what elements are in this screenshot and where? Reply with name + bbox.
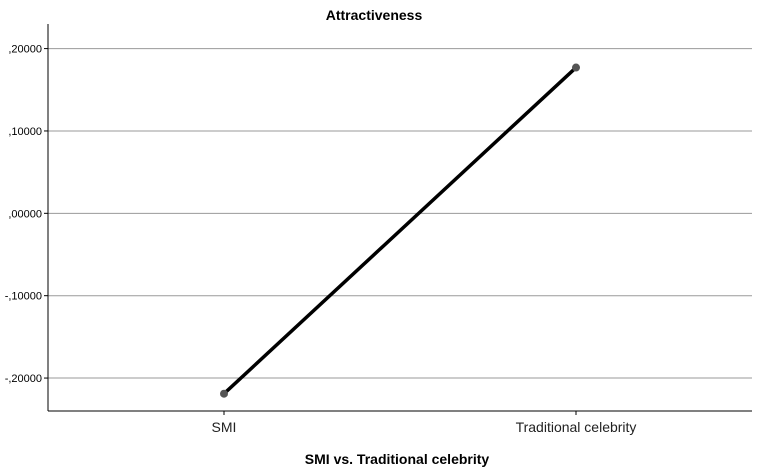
chart-title: Attractiveness	[326, 7, 423, 23]
x-category-label: Traditional celebrity	[516, 419, 637, 435]
series	[220, 63, 580, 398]
x-axis-label: SMI vs. Traditional celebrity	[305, 451, 490, 467]
y-tick-label: ,00000	[8, 208, 42, 220]
x-category-labels: SMI Traditional celebrity	[212, 419, 637, 435]
gridlines	[48, 48, 752, 379]
y-tick-label: ,20000	[8, 44, 42, 56]
y-tick-label: -,20000	[5, 373, 42, 385]
y-tick-label: ,10000	[8, 126, 42, 138]
data-point	[572, 63, 580, 72]
x-category-label: SMI	[212, 419, 237, 435]
y-tick-labels: -,20000 -,10000 ,00000 ,10000 ,20000	[5, 44, 42, 385]
series-line	[222, 65, 578, 396]
y-tick-label: -,10000	[5, 291, 42, 303]
data-point	[220, 389, 228, 398]
axes	[44, 24, 752, 415]
